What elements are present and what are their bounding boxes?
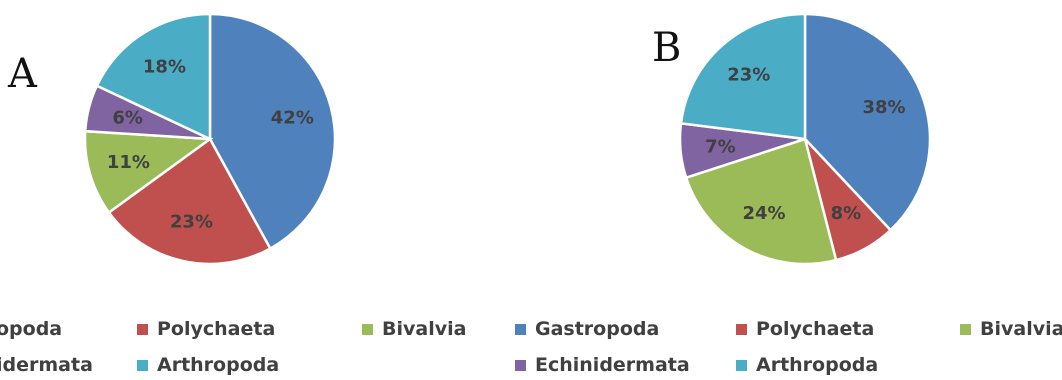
legend-item-arthropoda-b: Arthropoda — [736, 354, 878, 376]
pie-b-svg: 38% 8% 24% 7% 23% — [678, 12, 932, 266]
data-label-bivalvia: 11% — [107, 152, 150, 173]
legend-swatch-polychaeta — [137, 323, 148, 335]
legend-label: Arthropoda — [756, 354, 879, 376]
legend-swatch-echinidermata — [515, 359, 526, 371]
legend-label: Polychaeta — [756, 318, 875, 340]
pie-slice-gastropoda — [803, 12, 932, 232]
data-label-gastropoda: 38% — [862, 97, 905, 118]
data-label-arthropoda: 18% — [143, 57, 186, 78]
data-label-echinidermata: 6% — [112, 107, 143, 128]
legend-item-echinidermata-b: Echinidermata — [515, 354, 690, 376]
panel-label-a: A — [8, 51, 37, 97]
data-label-arthropoda: 23% — [727, 65, 770, 86]
legend-item-polychaeta-a: Polychaeta — [137, 318, 275, 340]
legend-label: Gastropoda — [535, 318, 660, 340]
panel-label-b: B — [652, 25, 682, 71]
legend-item-arthropoda-a: Arthropoda — [137, 354, 279, 376]
legend-label: idermata — [0, 354, 93, 376]
legend-label: Echinidermata — [535, 354, 690, 376]
legend-swatch-arthropoda — [137, 359, 148, 371]
legend-item-bivalvia-a: Bivalvia — [362, 318, 466, 340]
data-label-bivalvia: 24% — [743, 203, 786, 224]
legend-label: Arthropoda — [157, 354, 280, 376]
legend-label: opoda — [0, 318, 63, 340]
data-label-polychaeta: 23% — [170, 211, 213, 232]
data-label-echinidermata: 7% — [705, 136, 736, 157]
legend-item-bivalvia-b: Bivalvia — [960, 318, 1062, 340]
legend-swatch-polychaeta — [736, 323, 747, 335]
legend-label: Bivalvia — [382, 318, 467, 340]
pie-slice-bivalvia — [684, 137, 838, 266]
legend-swatch-bivalvia — [362, 323, 373, 335]
legend-item-gastropoda-a: opoda — [0, 318, 62, 340]
pie-slice-arthropoda — [679, 12, 807, 141]
pie-slice-arthropoda — [95, 12, 212, 141]
pie-slice-polychaeta — [107, 137, 272, 266]
pie-a-svg: 42% 23% 11% 6% 18% — [83, 12, 337, 266]
legend-item-polychaeta-b: Polychaeta — [736, 318, 874, 340]
legend-swatch-gastropoda — [515, 323, 526, 335]
pie-chart-a: A 42% 23% 11% 6% 18% opoda Polychaeta Bivalv… — [0, 12, 466, 376]
legend-item-echinidermata-a: idermata — [0, 354, 93, 376]
data-label-gastropoda: 42% — [271, 107, 314, 128]
data-label-polychaeta: 8% — [831, 203, 862, 224]
pie-slice-bivalvia — [83, 129, 214, 215]
pie-slice-gastropoda — [208, 12, 337, 251]
legend-label: Bivalvia — [980, 318, 1062, 340]
legend-swatch-arthropoda — [736, 359, 747, 371]
pie-chart-b: B 38% 8% 24% 7% 23% Gastropoda Polychaeta Bi… — [500, 0, 1062, 380]
legend-swatch-bivalvia — [960, 323, 971, 335]
legend-item-gastropoda-b: Gastropoda — [515, 318, 659, 340]
legend-label: Polychaeta — [157, 318, 276, 340]
